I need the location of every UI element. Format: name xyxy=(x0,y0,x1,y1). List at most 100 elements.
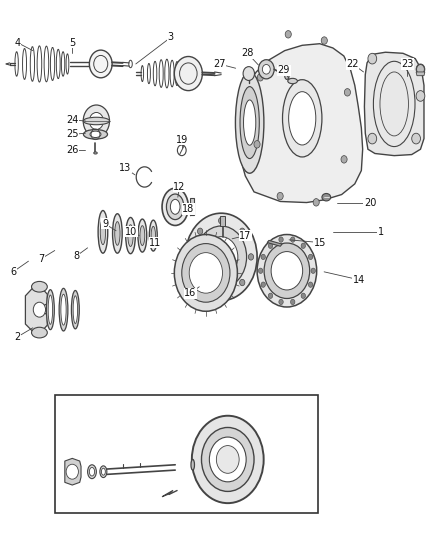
Text: 15: 15 xyxy=(314,238,326,247)
Text: 22: 22 xyxy=(346,59,359,69)
Circle shape xyxy=(89,50,112,78)
Circle shape xyxy=(258,268,263,273)
Polygon shape xyxy=(267,240,282,246)
Text: 1: 1 xyxy=(378,227,384,237)
Circle shape xyxy=(277,192,283,200)
Ellipse shape xyxy=(101,468,105,475)
Bar xyxy=(220,216,225,226)
Ellipse shape xyxy=(285,72,289,79)
Text: 19: 19 xyxy=(176,135,188,144)
Circle shape xyxy=(198,228,203,235)
Polygon shape xyxy=(25,288,47,332)
Circle shape xyxy=(268,293,273,298)
Ellipse shape xyxy=(83,130,107,139)
Circle shape xyxy=(417,64,424,74)
Circle shape xyxy=(257,235,317,307)
Circle shape xyxy=(261,282,265,287)
Circle shape xyxy=(257,74,263,81)
Circle shape xyxy=(308,282,313,287)
Circle shape xyxy=(285,30,291,38)
Ellipse shape xyxy=(88,465,96,479)
Circle shape xyxy=(198,279,203,286)
Circle shape xyxy=(189,254,194,260)
Circle shape xyxy=(219,290,224,296)
Bar xyxy=(190,198,194,215)
Circle shape xyxy=(412,133,420,144)
Circle shape xyxy=(258,60,274,79)
Circle shape xyxy=(189,253,223,293)
Text: 11: 11 xyxy=(149,238,162,247)
Ellipse shape xyxy=(191,459,194,470)
Circle shape xyxy=(33,302,46,317)
Text: 18: 18 xyxy=(182,204,194,214)
Ellipse shape xyxy=(94,152,97,154)
Text: 6: 6 xyxy=(10,267,16,277)
Circle shape xyxy=(279,299,283,304)
Ellipse shape xyxy=(288,78,297,84)
Text: 25: 25 xyxy=(66,130,78,139)
Text: 16: 16 xyxy=(184,288,197,298)
Ellipse shape xyxy=(48,295,53,324)
Text: 12: 12 xyxy=(173,182,186,191)
Circle shape xyxy=(201,427,254,491)
Ellipse shape xyxy=(140,225,145,246)
Ellipse shape xyxy=(170,199,180,214)
Polygon shape xyxy=(162,490,173,497)
Ellipse shape xyxy=(162,188,188,225)
Ellipse shape xyxy=(138,219,147,252)
Text: 5: 5 xyxy=(69,38,75,47)
Circle shape xyxy=(264,243,310,298)
Ellipse shape xyxy=(283,79,322,157)
Ellipse shape xyxy=(149,220,157,251)
Circle shape xyxy=(279,237,283,243)
Ellipse shape xyxy=(166,194,184,220)
Circle shape xyxy=(313,199,319,206)
Circle shape xyxy=(196,226,247,288)
Circle shape xyxy=(290,237,295,243)
Ellipse shape xyxy=(128,225,133,246)
Circle shape xyxy=(174,56,202,91)
Text: 23: 23 xyxy=(401,59,413,69)
Text: 17: 17 xyxy=(239,231,251,240)
Ellipse shape xyxy=(244,100,256,145)
Ellipse shape xyxy=(71,290,79,329)
Circle shape xyxy=(301,243,305,248)
Circle shape xyxy=(290,299,295,304)
Polygon shape xyxy=(416,72,425,76)
Ellipse shape xyxy=(83,117,110,125)
Ellipse shape xyxy=(115,222,120,245)
Circle shape xyxy=(301,293,305,298)
Circle shape xyxy=(83,105,110,137)
Circle shape xyxy=(89,112,103,130)
Circle shape xyxy=(262,64,270,74)
Text: 28: 28 xyxy=(241,49,254,58)
Ellipse shape xyxy=(100,466,107,478)
Circle shape xyxy=(243,67,254,80)
Text: 9: 9 xyxy=(102,219,108,229)
Polygon shape xyxy=(237,44,363,203)
Ellipse shape xyxy=(73,296,78,324)
Circle shape xyxy=(308,254,313,260)
Text: 13: 13 xyxy=(119,163,131,173)
Ellipse shape xyxy=(89,467,95,476)
Circle shape xyxy=(192,416,264,503)
Polygon shape xyxy=(364,52,424,156)
Text: 3: 3 xyxy=(168,33,174,42)
Circle shape xyxy=(368,133,377,144)
Bar xyxy=(55,395,318,513)
Text: 24: 24 xyxy=(66,115,78,125)
Circle shape xyxy=(254,141,260,148)
Text: 29: 29 xyxy=(278,66,290,75)
Circle shape xyxy=(248,254,254,260)
Ellipse shape xyxy=(235,72,264,173)
Ellipse shape xyxy=(90,131,101,138)
Polygon shape xyxy=(65,458,81,485)
Circle shape xyxy=(185,213,257,301)
Circle shape xyxy=(341,156,347,163)
Circle shape xyxy=(219,217,224,224)
Circle shape xyxy=(368,53,377,64)
Circle shape xyxy=(271,252,303,290)
Circle shape xyxy=(321,37,327,44)
Circle shape xyxy=(216,446,239,473)
Circle shape xyxy=(311,268,315,273)
